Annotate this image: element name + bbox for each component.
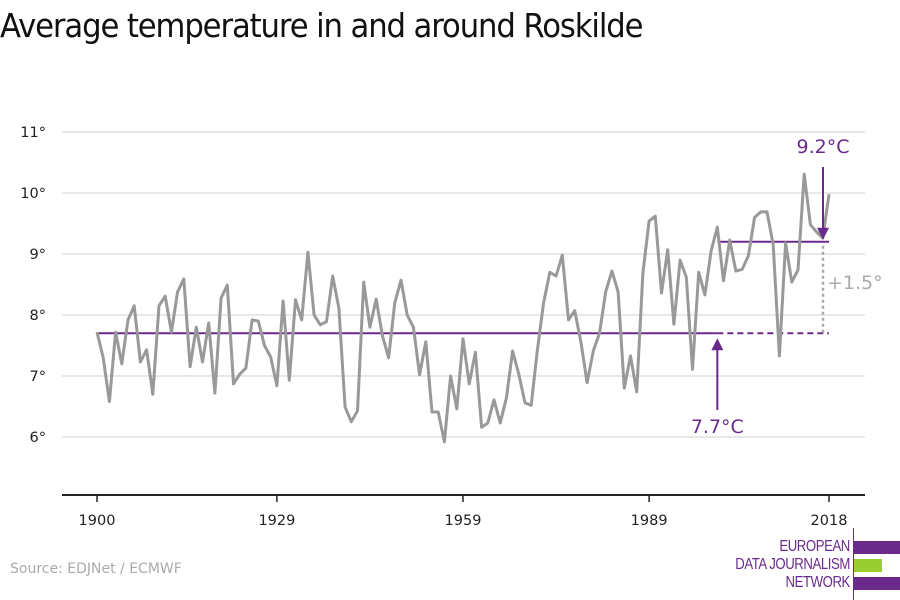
x-axis: 1900 1929 1959 1989 2018 [62, 494, 865, 529]
x-tick-label: 1989 [631, 513, 668, 529]
logo-divider [853, 528, 854, 600]
y-tick-label: 7° [30, 369, 46, 385]
x-tick-label: 1929 [258, 513, 295, 529]
source-note: Source: EDJNet / ECMWF [10, 561, 182, 577]
series-lines [95, 172, 831, 444]
y-tick-label: 9° [30, 247, 46, 263]
annotations: 9.2°C 7.7°C +1.5° [691, 136, 883, 438]
recent-average-label: 9.2°C [797, 136, 850, 158]
up-arrow-icon [711, 338, 724, 351]
y-tick-label: 11° [20, 125, 46, 141]
logo-line-1: EUROPEAN [779, 538, 850, 555]
logo-line-3: NETWORK [785, 574, 851, 591]
x-tick-label: 1900 [79, 513, 116, 529]
y-axis-ticks: 6° 7° 8° 9° 10° 11° [20, 125, 46, 446]
logo-line-2: DATA JOURNALISM [735, 556, 850, 573]
x-tick-label: 1959 [445, 513, 482, 529]
chart-title: Average temperature in and around Roskil… [0, 6, 643, 45]
early-average-label: 7.7°C [691, 416, 744, 438]
reference-lines [97, 240, 829, 335]
logo-bar-green [854, 559, 882, 572]
down-arrow-icon [817, 227, 829, 240]
y-tick-label: 6° [30, 430, 46, 446]
delta-label: +1.5° [827, 272, 883, 294]
y-tick-label: 10° [20, 186, 46, 202]
x-tick-label: 2018 [811, 513, 848, 529]
y-tick-label: 8° [30, 308, 46, 324]
temperature-series-line [95, 172, 831, 444]
logo-bar-purple-bottom [854, 577, 900, 590]
logo-text: EUROPEAN DATA JOURNALISM NETWORK [735, 538, 850, 592]
logo-bar-purple-top [854, 541, 900, 554]
gridlines [62, 131, 865, 438]
edjnet-logo: EUROPEAN DATA JOURNALISM NETWORK [690, 528, 900, 600]
